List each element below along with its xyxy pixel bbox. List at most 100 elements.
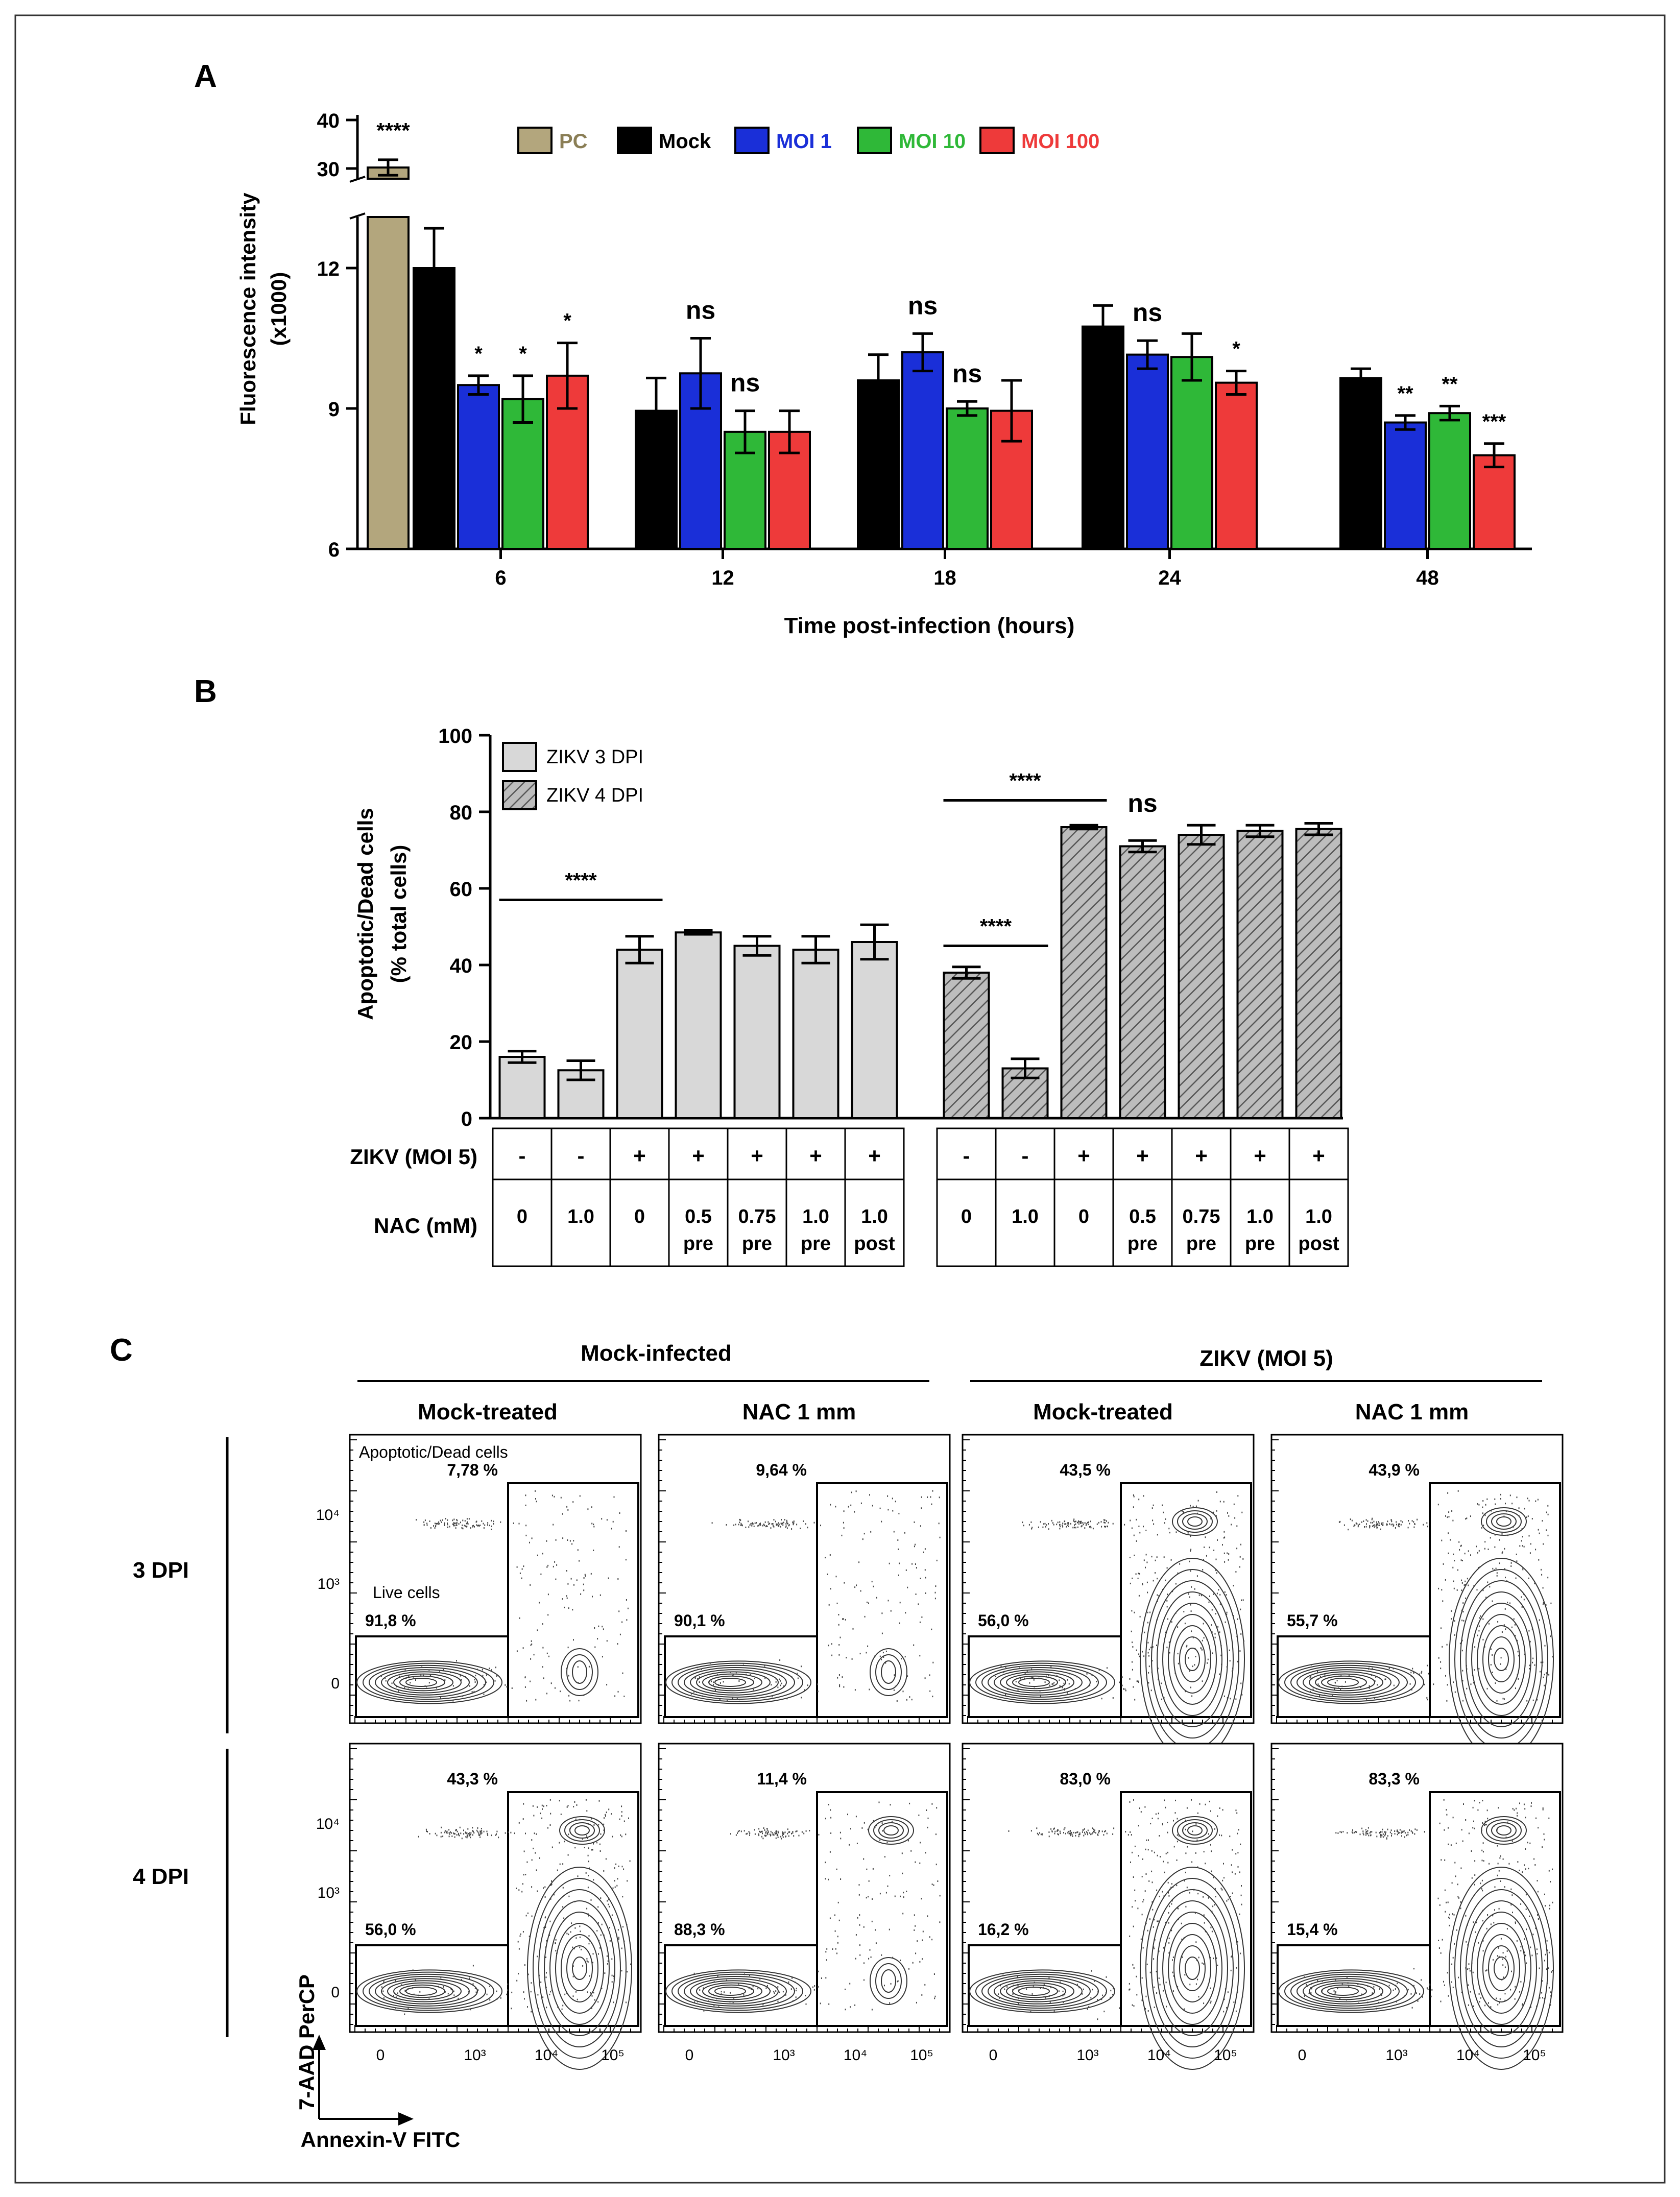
live-population-contour [1309,1671,1383,1694]
late-apoptotic-contour [559,1816,605,1845]
live-population-contour [708,1984,754,1998]
bar-3dpi-col1 [498,1056,546,1119]
nac-dose: 0.5 [1129,1206,1156,1227]
flow-scatter-dots [691,1490,941,1702]
dead-population-contour [1140,1867,1245,2070]
late-apoptotic-contour [1491,1822,1517,1839]
panel-a-ytick-label: 12 [317,258,340,280]
condition-table-1 [492,1127,905,1267]
live-population-contour [981,1664,1099,1700]
legend-swatch-mock [617,127,652,154]
late-apoptotic-contour [873,1819,909,1842]
late-apoptotic-contour [1172,1507,1218,1536]
late-apoptotic-contour [1187,1516,1203,1527]
percent-live: 91,8 % [365,1611,416,1630]
panel-a-ylabel-line1: Fluorescence intensity [236,192,260,425]
significance-label: **** [980,915,1012,938]
significance-label: * [519,343,527,365]
flow-xtick-label: 10³ [464,2047,486,2064]
panel-a-xtick-label: 48 [1416,567,1439,589]
significance-label: **** [1009,770,1041,792]
dead-population-contour [1488,1945,1515,1991]
nac-dose: 0 [1078,1206,1089,1227]
flow-scatter-dots [381,1799,632,2015]
flow-plot-r2-c1: 43,3 % 56,0 % [349,1743,642,2070]
bar-moi100-48h [1473,454,1516,550]
flow-xtick-label: 10⁵ [1214,2047,1237,2064]
dead-population-contour [1173,1934,1211,2002]
gate-dead [1429,1791,1561,2027]
dead-population-contour [1168,1614,1217,1705]
panel-a-xtick-label: 18 [933,567,956,589]
late-apoptotic-contour [569,1822,595,1839]
percent-live: 15,4 % [1287,1920,1338,1939]
dead-population-contour [1151,1580,1234,1739]
figure-frame [14,14,1666,2184]
significance-label: * [1232,338,1240,360]
legend-swatch-moi1 [734,127,770,154]
late-apoptotic-contour [1172,1816,1218,1845]
live-population-contour [1315,1673,1375,1692]
dead-population-contour [1185,1957,1200,1980]
dead-population-contour [527,1867,632,2070]
bar-4dpi-col3 [1060,826,1108,1119]
bar-mock-6h [413,267,455,550]
zikv-sign: - [1022,1144,1029,1168]
live-population-contour [1327,1678,1359,1687]
live-population-contour [375,1976,478,2007]
dead-population-contour [881,1969,896,1993]
flow-xtick-label: 10³ [1385,2047,1407,2064]
panel-b-chart: Apoptotic/Dead cells (% total cells) 0 20… [350,725,1349,1267]
flow-xtick-label: 10⁵ [910,2047,933,2064]
panel-a-xtick-label: 6 [495,567,506,589]
dead-population-contour [1185,1648,1200,1671]
panel-a-ytick-label: 6 [328,539,340,561]
nac-timing: pre [1186,1233,1216,1254]
flow-xtick-label: 10⁴ [844,2047,867,2064]
nac-dose: 0 [961,1206,972,1227]
nac-dose: 1.0 [1012,1206,1039,1227]
live-population-contour [1012,1984,1058,1998]
bar-3dpi-col7 [851,941,898,1119]
live-population-contour [1000,1980,1074,2002]
nac-timing: pre [742,1233,772,1254]
flow-x-axis-label: Annexin-V FITC [301,2128,461,2152]
gate-dead [816,1482,948,1718]
live-population-contour [1303,1978,1391,2005]
zikv-sign: + [1077,1144,1090,1168]
col-label-2: NAC 1 mm [742,1399,856,1425]
live-population-contour [969,1969,1115,2013]
dead-population-contour [1162,1912,1222,2025]
gate-dead [1429,1482,1561,1718]
dead-population-contour [1471,1603,1531,1716]
bar-4dpi-col7 [1295,828,1342,1119]
live-population-contour [1290,1664,1408,1700]
gate-live [355,1944,509,2027]
legend-swatch-zikv-4dpi [502,780,537,810]
live-population-contour [1278,1969,1424,2013]
group-label-zikv: ZIKV (MOI 5) [1199,1346,1333,1371]
percent-dead: 9,64 % [756,1461,807,1479]
bar-moi1-6h [457,384,500,550]
zikv-sign: + [1136,1144,1149,1168]
zikv-sign: + [1254,1144,1266,1168]
live-population-contour [671,1971,803,2011]
bar-mock-48h [1339,377,1382,550]
live-population-contour [702,1982,762,2000]
dead-population-contour [561,1648,598,1696]
dead-population-contour [1466,1591,1537,1727]
bar-3dpi-col5 [733,945,781,1119]
live-population-contour [994,1978,1083,2005]
bar-moi10-6h [501,398,544,550]
late-apoptotic-contour [1491,1513,1517,1530]
gate-dead [816,1791,948,2027]
flow-xtick-label: 10⁴ [1147,2047,1171,2064]
nac-dose: 0 [634,1206,645,1227]
late-apoptotic-contour [574,1825,590,1836]
live-population-contour [1284,1971,1416,2011]
percent-dead: 83,0 % [1060,1770,1111,1788]
dead-population-contour [566,1945,593,1991]
live-population-contour [387,1671,462,1694]
legend-label: MOI 100 [1021,130,1099,153]
flow-ytick-label: 10³ [318,1885,340,1901]
